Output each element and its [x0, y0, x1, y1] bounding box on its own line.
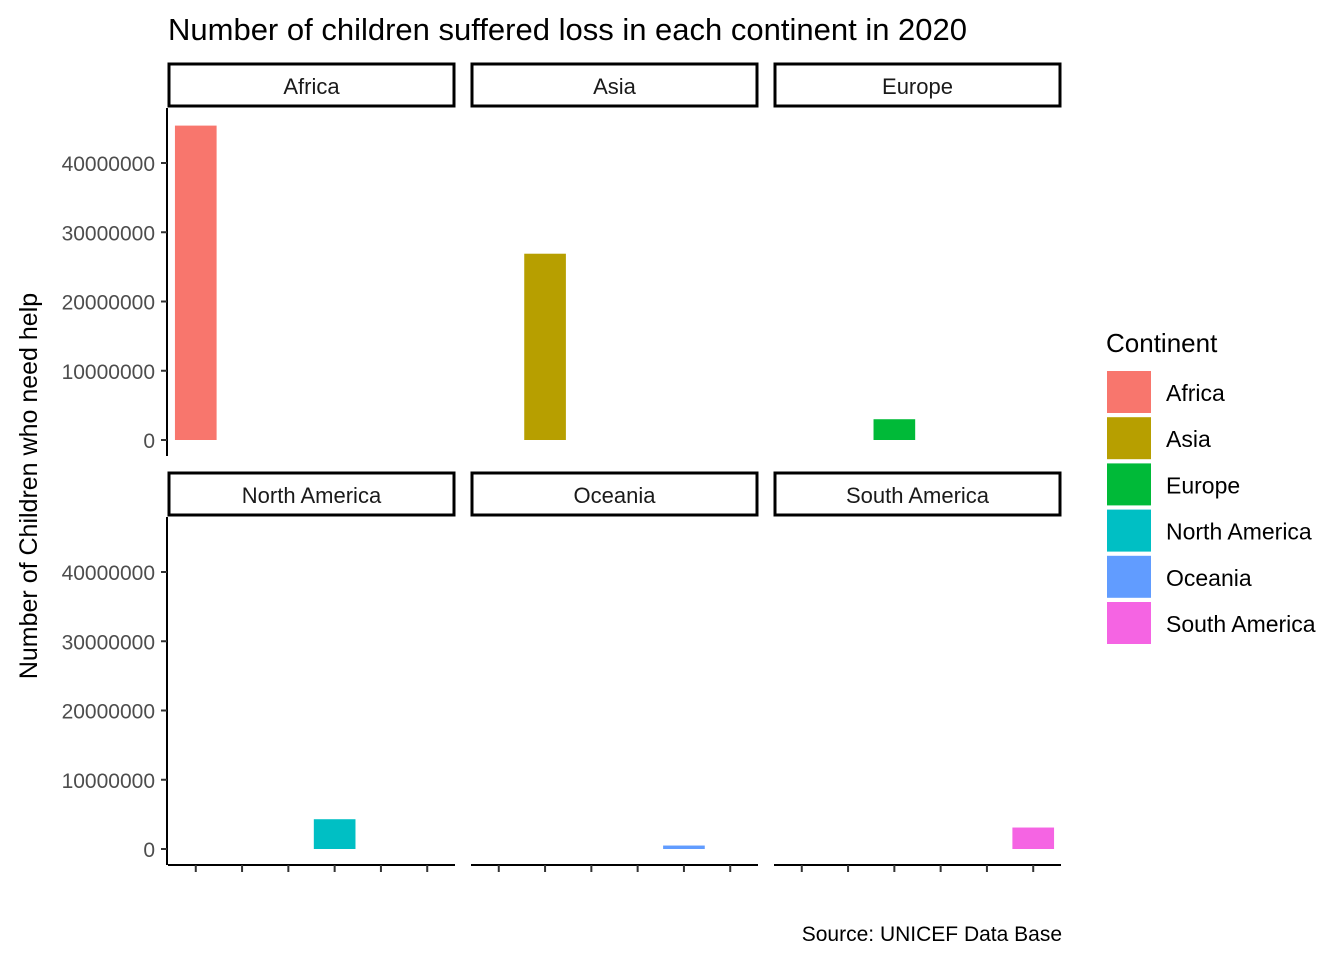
y-tick-label: 30000000 — [62, 631, 155, 654]
legend-label: Oceania — [1166, 565, 1252, 591]
facet-africa: Africa 0 10000000 20000000 30000000 40000000 — [62, 62, 456, 456]
chart-caption: Source: UNICEF Data Base — [802, 923, 1062, 946]
facet-north-america: North America 0 10000000 20000000 30000000 40… — [62, 471, 456, 872]
legend-item-north-america: North America — [1107, 509, 1312, 552]
legend-item-oceania: Oceania — [1107, 555, 1252, 598]
y-tick-label: 30000000 — [62, 222, 155, 245]
y-tick-label: 10000000 — [62, 770, 155, 793]
y-tick-label: 0 — [143, 839, 155, 862]
y-tick-label: 0 — [143, 430, 155, 453]
legend-label: Africa — [1166, 380, 1225, 406]
bar-oceania — [663, 845, 705, 849]
legend-label: Asia — [1166, 426, 1211, 452]
facet-strip-label: Oceania — [574, 483, 657, 508]
legend-label: North America — [1166, 519, 1312, 545]
legend-item-asia: Asia — [1107, 417, 1211, 460]
facet-strip-label: Africa — [283, 74, 340, 99]
facet-strip — [773, 471, 1062, 517]
facet-strip-label: Europe — [882, 74, 953, 99]
y-tick-label: 10000000 — [62, 361, 155, 384]
legend-item-africa: Africa — [1107, 371, 1225, 413]
y-tick-label: 20000000 — [62, 292, 155, 315]
facet-europe: Europe — [773, 62, 1062, 440]
facet-strip — [470, 471, 759, 517]
legend-title: Continent — [1106, 328, 1218, 358]
facet-south-america: South America — [773, 471, 1062, 872]
facet-strip — [167, 471, 456, 517]
facet-panels: Africa010000000200000003000000040000000A… — [62, 62, 1062, 872]
facet-strip — [167, 62, 456, 108]
y-tick-label: 40000000 — [62, 562, 155, 585]
legend-label: South America — [1166, 611, 1316, 637]
legend-swatch — [1107, 417, 1151, 460]
legend: Continent Africa Asia Europe North America O… — [1106, 328, 1316, 644]
legend-swatch — [1107, 555, 1151, 598]
y-axis-label: Number of Children who need help — [15, 293, 43, 679]
facet-strip-label: North America — [242, 483, 382, 508]
legend-swatch — [1107, 371, 1151, 413]
legend-swatch — [1107, 463, 1151, 506]
bar-europe — [873, 419, 916, 440]
facet-strip-label: South America — [846, 483, 990, 508]
bar-north-america — [313, 819, 356, 849]
bar-south-america — [1012, 827, 1055, 849]
facet-oceania: Oceania — [470, 471, 759, 872]
facet-strip — [470, 62, 759, 108]
y-tick-label: 20000000 — [62, 701, 155, 724]
facet-strip — [773, 62, 1062, 108]
legend-label: Europe — [1166, 472, 1240, 498]
legend-item-europe: Europe — [1107, 463, 1240, 506]
y-tick-label: 40000000 — [62, 153, 155, 176]
legend-swatch — [1107, 602, 1151, 644]
facet-strip-label: Asia — [593, 74, 637, 99]
facet-asia: Asia — [470, 62, 759, 440]
chart-title: Number of children suffered loss in each… — [168, 12, 967, 47]
bar-asia — [524, 253, 566, 440]
legend-item-south-america: South America — [1107, 602, 1316, 644]
bar-africa — [174, 125, 217, 440]
legend-items: Africa Asia Europe North America Oceania Sout… — [1107, 371, 1316, 644]
legend-swatch — [1107, 509, 1151, 552]
